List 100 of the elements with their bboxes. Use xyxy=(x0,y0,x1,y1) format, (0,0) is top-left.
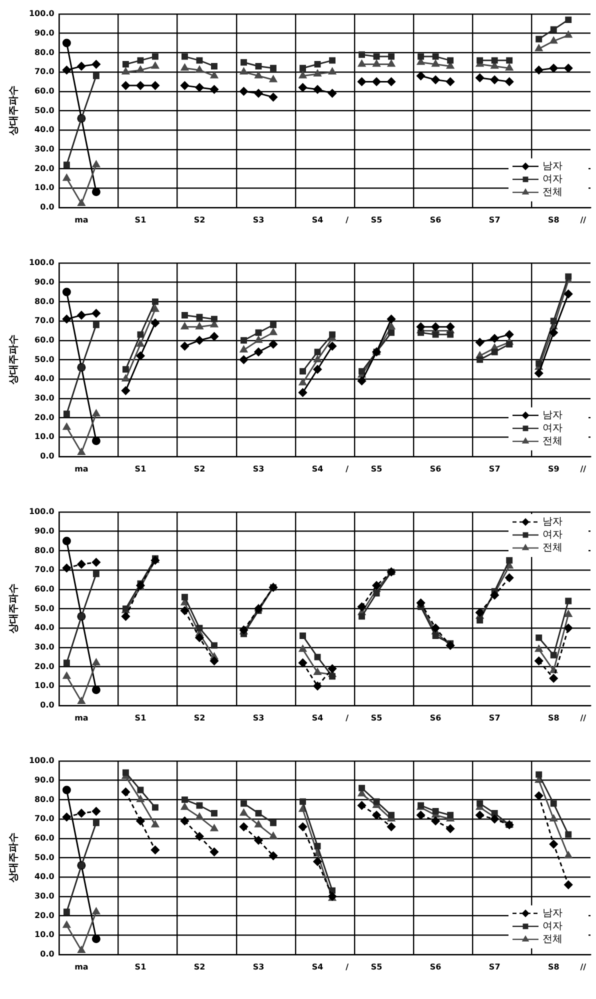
x-tick-label: S7 xyxy=(488,962,500,972)
y-tick-label: 0.0 xyxy=(40,202,55,212)
y-tick-label: 50.0 xyxy=(34,604,55,613)
y-tick-label: 60.0 xyxy=(34,335,55,344)
y-tick-label: 100.0 xyxy=(28,258,55,268)
x-tick-label: // xyxy=(580,215,586,224)
y-tick-label: 100.0 xyxy=(28,9,55,18)
y-tick-label: 20.0 xyxy=(34,164,55,173)
x-tick-label: // xyxy=(580,464,586,474)
y-tick-label: 90.0 xyxy=(34,28,55,38)
legend-label: 전체 xyxy=(542,436,562,447)
x-tick-label: // xyxy=(580,962,586,972)
x-tick-label: S3 xyxy=(252,962,264,972)
legend-label: 여자 xyxy=(542,530,562,541)
x-tick-label: S4 xyxy=(312,215,324,224)
x-tick-label: ma xyxy=(74,713,88,722)
y-tick-label: 20.0 xyxy=(34,662,55,671)
y-tick-label: 80.0 xyxy=(34,48,55,57)
y-tick-label: 30.0 xyxy=(34,642,55,652)
legend-label: 남자 xyxy=(542,160,562,172)
y-tick-label: 90.0 xyxy=(34,775,55,784)
x-tick-label: // xyxy=(580,713,586,722)
x-tick-label: S4 xyxy=(312,962,324,972)
x-tick-label: S4 xyxy=(312,464,324,474)
x-tick-label: / xyxy=(346,464,349,474)
x-tick-label: S5 xyxy=(370,962,383,972)
legend-label: 여자 xyxy=(542,174,562,185)
y-axis-title: 상대주파수 xyxy=(8,86,20,136)
y-tick-label: 10.0 xyxy=(34,930,55,940)
y-tick-label: 100.0 xyxy=(28,756,55,766)
legend-label: 남자 xyxy=(542,410,562,421)
x-tick-label: S8 xyxy=(548,713,560,722)
x-tick-label: S2 xyxy=(194,215,206,224)
y-tick-label: 10.0 xyxy=(34,183,55,192)
x-tick-label: S3 xyxy=(252,713,264,722)
legend-label: 여자 xyxy=(542,422,562,434)
y-tick-label: 70.0 xyxy=(34,814,55,824)
y-axis-title: 상대주파수 xyxy=(8,832,20,883)
y-tick-label: 0.0 xyxy=(40,949,55,958)
x-tick-label: / xyxy=(346,713,349,722)
y-tick-label: 70.0 xyxy=(34,565,55,574)
x-tick-label: S1 xyxy=(134,215,147,224)
y-tick-label: 50.0 xyxy=(34,354,55,364)
x-tick-label: S4 xyxy=(312,713,324,722)
y-tick-label: 30.0 xyxy=(34,393,55,402)
x-tick-label: S2 xyxy=(194,962,206,972)
x-tick-label: S6 xyxy=(430,713,442,722)
x-tick-label: ma xyxy=(74,464,88,474)
y-tick-label: 60.0 xyxy=(34,833,55,842)
x-tick-label: S5 xyxy=(370,215,383,224)
y-tick-label: 10.0 xyxy=(34,432,55,442)
x-tick-label: S6 xyxy=(430,215,442,224)
y-tick-label: 80.0 xyxy=(34,794,55,804)
y-tick-label: 70.0 xyxy=(34,67,55,76)
x-tick-label: S3 xyxy=(252,215,264,224)
y-tick-label: 90.0 xyxy=(34,277,55,286)
y-tick-label: 40.0 xyxy=(34,623,55,632)
x-tick-label: S6 xyxy=(430,962,442,972)
y-tick-label: 80.0 xyxy=(34,546,55,555)
y-tick-label: 90.0 xyxy=(34,526,55,536)
x-tick-label: S1 xyxy=(134,713,147,722)
x-tick-label: S6 xyxy=(430,464,442,474)
y-tick-label: 30.0 xyxy=(34,144,55,154)
legend-label: 여자 xyxy=(542,920,562,932)
x-tick-label: S2 xyxy=(194,464,206,474)
x-tick-label: S7 xyxy=(488,464,500,474)
x-tick-label: ma xyxy=(74,962,88,972)
x-tick-label: ma xyxy=(74,215,88,224)
y-tick-label: 80.0 xyxy=(34,296,55,306)
y-axis-title: 상대주파수 xyxy=(8,334,20,385)
y-tick-label: 20.0 xyxy=(34,910,55,920)
y-tick-label: 60.0 xyxy=(34,86,55,96)
x-tick-label: S8 xyxy=(548,215,560,224)
x-tick-label: / xyxy=(346,215,349,224)
y-tick-label: 100.0 xyxy=(28,507,55,516)
y-tick-label: 50.0 xyxy=(34,852,55,862)
x-tick-label: / xyxy=(346,962,349,972)
x-tick-label: S7 xyxy=(488,713,500,722)
y-tick-label: 30.0 xyxy=(34,891,55,900)
y-tick-label: 40.0 xyxy=(34,374,55,384)
y-tick-label: 40.0 xyxy=(34,872,55,882)
y-tick-label: 10.0 xyxy=(34,681,55,690)
legend-label: 남자 xyxy=(542,908,562,919)
x-tick-label: S7 xyxy=(488,215,500,224)
y-tick-label: 40.0 xyxy=(34,125,55,134)
x-tick-label: S3 xyxy=(252,464,264,474)
x-tick-label: S2 xyxy=(194,713,206,722)
y-tick-label: 0.0 xyxy=(40,700,55,710)
y-tick-label: 60.0 xyxy=(34,584,55,594)
x-tick-label: S5 xyxy=(370,464,383,474)
x-tick-label: S9 xyxy=(548,464,560,474)
x-tick-label: S8 xyxy=(548,962,560,972)
y-tick-label: 20.0 xyxy=(34,412,55,422)
legend-label: 전체 xyxy=(542,542,562,554)
legend-label: 전체 xyxy=(542,186,562,198)
y-tick-label: 70.0 xyxy=(34,316,55,326)
legend-label: 전체 xyxy=(542,934,562,945)
x-tick-label: S1 xyxy=(134,962,147,972)
legend-label: 남자 xyxy=(542,516,562,528)
y-tick-label: 0.0 xyxy=(40,451,55,460)
